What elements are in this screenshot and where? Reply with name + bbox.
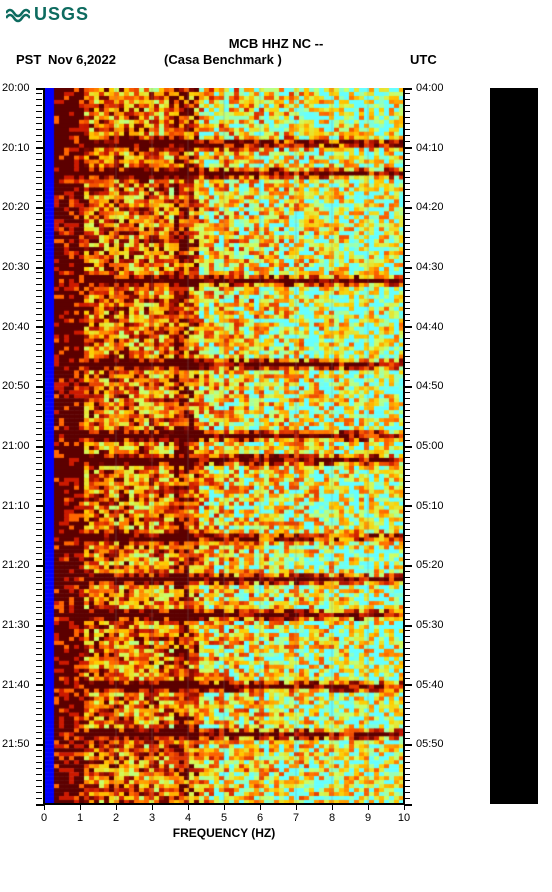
y-tick-label-left: 20:40 <box>2 321 30 333</box>
utc-label: UTC <box>410 52 437 67</box>
y-tick-label-left: 20:50 <box>2 380 30 392</box>
y-tick-label-right: 04:30 <box>416 261 444 273</box>
y-axis-left: 20:0020:1020:2020:3020:4020:5021:0021:10… <box>0 88 44 804</box>
y-tick-label-left: 21:30 <box>2 619 30 631</box>
y-tick-label-right: 04:10 <box>416 142 444 154</box>
y-tick-label-right: 05:30 <box>416 619 444 631</box>
spectrogram-canvas <box>44 88 404 804</box>
x-axis-label: FREQUENCY (HZ) <box>173 826 275 840</box>
y-tick-label-right: 05:50 <box>416 738 444 750</box>
y-tick-label-left: 20:10 <box>2 142 30 154</box>
x-axis: FREQUENCY (HZ) 012345678910 <box>44 804 404 844</box>
logo-text: USGS <box>34 4 89 25</box>
y-tick-label-right: 05:00 <box>416 440 444 452</box>
x-tick-label: 2 <box>113 812 119 824</box>
y-tick-label-right: 05:40 <box>416 679 444 691</box>
x-tick-label: 10 <box>398 812 410 824</box>
usgs-logo: USGS <box>6 4 89 25</box>
date-label: Nov 6,2022 <box>48 52 116 67</box>
x-tick-label: 3 <box>149 812 155 824</box>
y-tick-label-right: 05:20 <box>416 559 444 571</box>
y-tick-label-left: 20:00 <box>2 82 30 94</box>
pst-label: PST <box>16 52 41 67</box>
y-tick-label-left: 20:20 <box>2 201 30 213</box>
y-tick-label-left: 21:00 <box>2 440 30 452</box>
y-tick-label-right: 04:50 <box>416 380 444 392</box>
colorbar <box>490 88 538 804</box>
y-tick-label-left: 20:30 <box>2 261 30 273</box>
station-label: (Casa Benchmark ) <box>164 52 282 67</box>
x-tick-label: 1 <box>77 812 83 824</box>
x-tick-label: 6 <box>257 812 263 824</box>
y-tick-label-right: 05:10 <box>416 500 444 512</box>
y-tick-label-left: 21:50 <box>2 738 30 750</box>
y-axis-right: 04:0004:1004:2004:3004:4004:5005:0005:10… <box>404 88 464 804</box>
y-tick-label-right: 04:40 <box>416 321 444 333</box>
chart-title: MCB HHZ NC -- <box>0 36 552 51</box>
x-tick-label: 0 <box>41 812 47 824</box>
x-tick-label: 7 <box>293 812 299 824</box>
wave-icon <box>6 6 30 24</box>
x-tick-label: 9 <box>365 812 371 824</box>
y-tick-label-right: 04:00 <box>416 82 444 94</box>
y-tick-label-left: 21:10 <box>2 500 30 512</box>
x-tick-label: 4 <box>185 812 191 824</box>
x-tick-label: 8 <box>329 812 335 824</box>
y-tick-label-left: 21:20 <box>2 559 30 571</box>
y-tick-label-right: 04:20 <box>416 201 444 213</box>
spectrogram-chart <box>44 88 404 804</box>
x-tick-label: 5 <box>221 812 227 824</box>
y-tick-label-left: 21:40 <box>2 679 30 691</box>
